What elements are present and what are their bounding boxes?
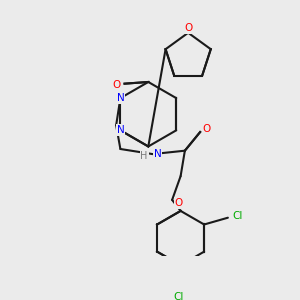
Text: Cl: Cl xyxy=(174,292,184,300)
Text: O: O xyxy=(175,198,183,208)
Text: Cl: Cl xyxy=(233,211,243,221)
Text: N: N xyxy=(116,125,124,135)
Text: N: N xyxy=(116,93,124,103)
Text: O: O xyxy=(184,23,192,33)
Text: N: N xyxy=(154,149,162,159)
Text: O: O xyxy=(112,80,120,90)
Text: H: H xyxy=(140,151,148,161)
Text: O: O xyxy=(203,124,211,134)
